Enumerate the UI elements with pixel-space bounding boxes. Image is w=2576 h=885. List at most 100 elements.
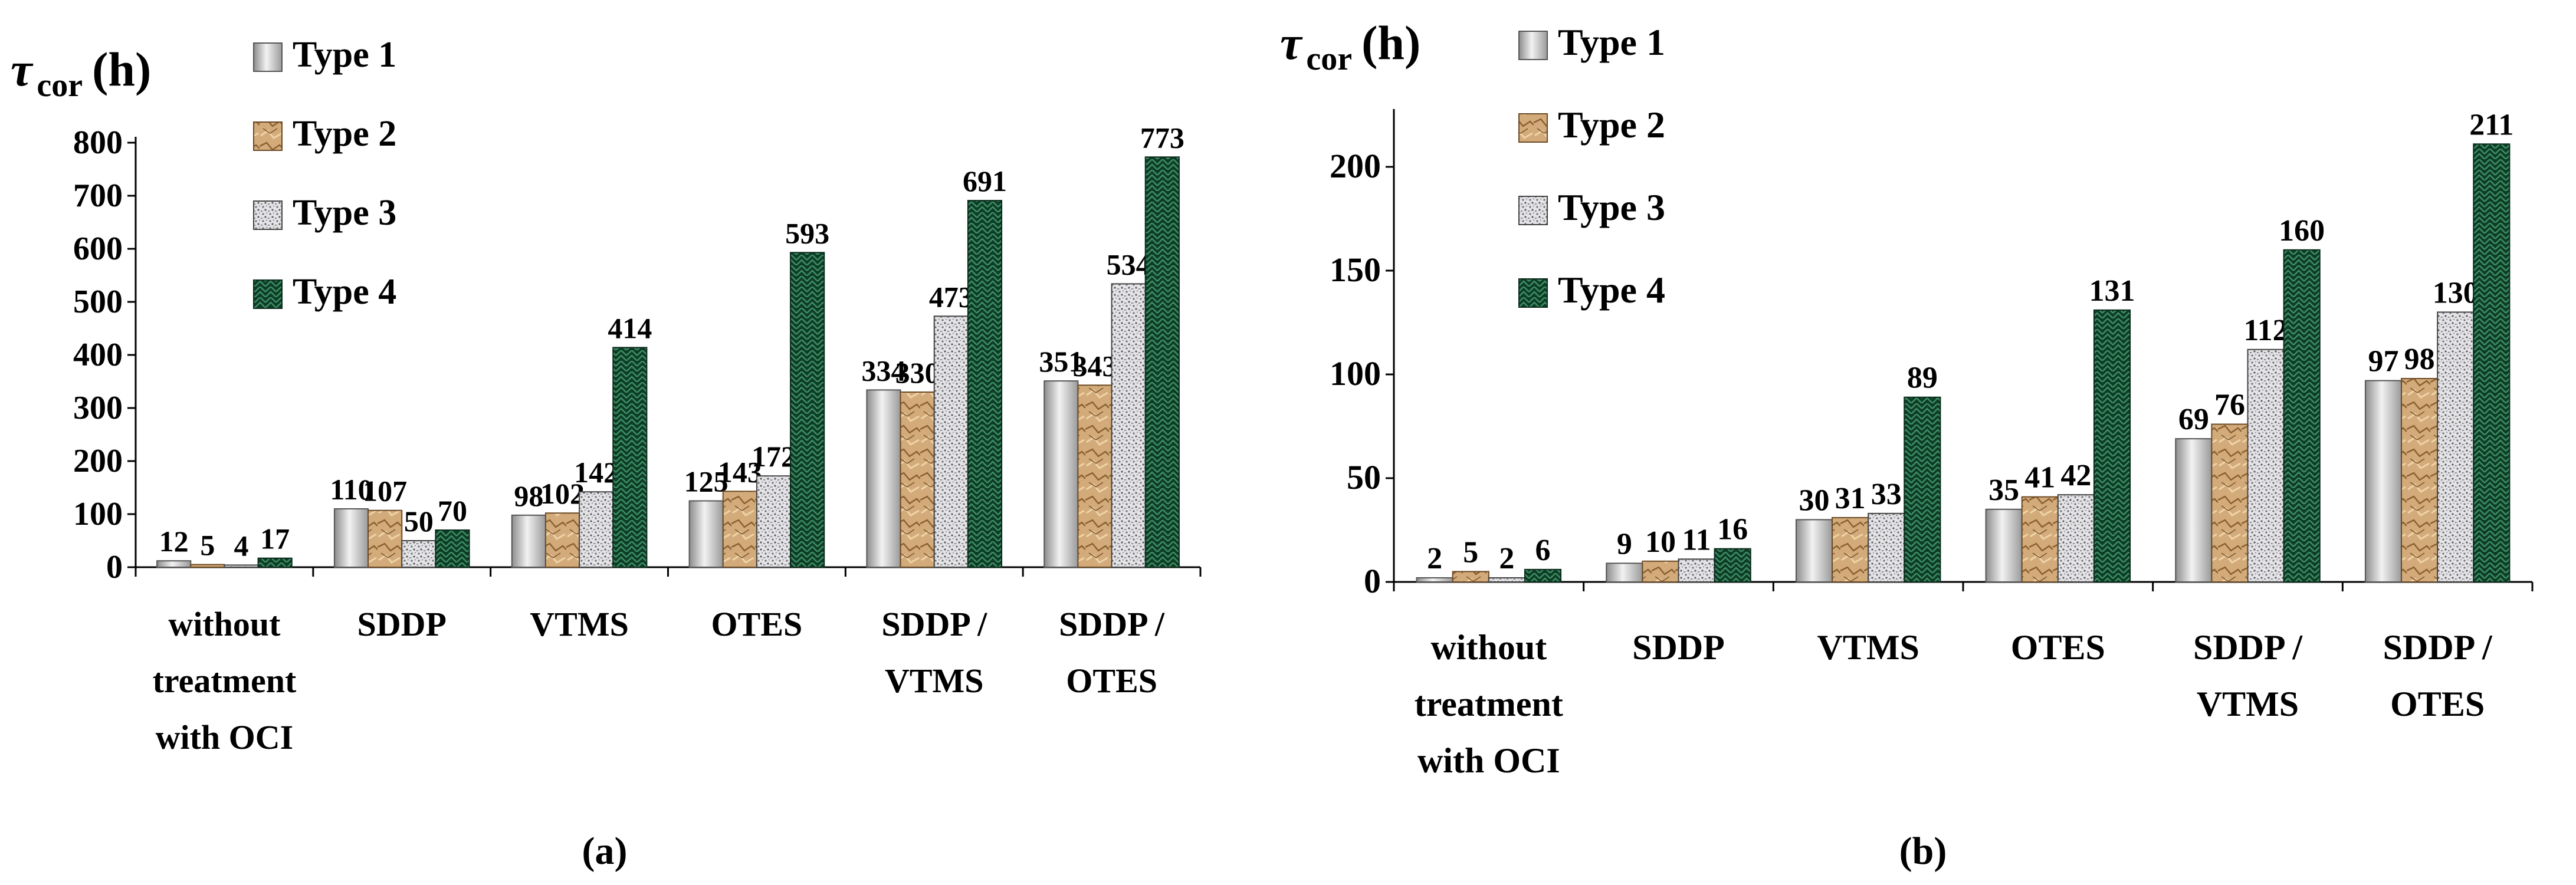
data-label: 110: [330, 473, 372, 506]
legend-label: Type 1: [1558, 21, 1665, 63]
bar-type-4: [790, 252, 825, 568]
data-label: 70: [438, 494, 467, 527]
bar-type-4: [967, 200, 1003, 568]
data-label: 414: [608, 311, 652, 344]
data-label: 172: [752, 440, 796, 473]
y-tick-label: 100: [1330, 354, 1381, 393]
data-label: 30: [1799, 483, 1829, 517]
x-tick-label: with OCI: [1417, 741, 1560, 780]
x-tick-label: VTMS: [1817, 628, 1919, 667]
bar-type-2: [544, 512, 580, 568]
legend-label: Type 3: [1558, 186, 1665, 228]
bar-type-4: [1524, 568, 1562, 583]
bar-type-4: [2283, 249, 2321, 583]
data-label: 11: [1682, 523, 1711, 557]
data-label: 107: [363, 475, 407, 508]
data-label: 5: [200, 529, 215, 562]
bar-type-3: [1678, 558, 1715, 583]
x-tick-label: without: [1430, 628, 1547, 667]
data-label: 16: [1717, 513, 1748, 547]
data-label: 5: [1463, 535, 1478, 569]
bar-type-1: [156, 560, 192, 568]
y-tick-label: 300: [73, 390, 123, 426]
x-tick-label: OTES: [2390, 685, 2485, 723]
bar-type-4: [435, 529, 470, 568]
y-axis-label-subscript: cor: [1306, 41, 1352, 77]
bar-type-4: [1904, 396, 1941, 583]
legend-label: Type 4: [293, 272, 396, 312]
legend-swatch: [253, 200, 283, 230]
x-tick-label: SDDP /: [881, 605, 987, 643]
data-label: 50: [404, 505, 434, 538]
bar-type-3: [933, 315, 969, 568]
legend-swatch: [253, 279, 283, 309]
bar-type-3: [224, 564, 259, 568]
legend-label: Type 2: [1558, 104, 1665, 146]
data-label: 2: [1427, 542, 1442, 575]
data-label: 130: [2433, 276, 2479, 310]
data-label: 534: [1107, 248, 1151, 281]
data-label: 89: [1907, 361, 1938, 395]
data-label: 10: [1645, 525, 1676, 559]
y-tick-label: 100: [73, 496, 123, 532]
legend-label: Type 3: [293, 193, 396, 233]
bar-type-1: [1795, 519, 1833, 583]
data-label: 35: [1988, 473, 2019, 507]
y-axis-label-symbol: τ: [11, 42, 34, 96]
data-label: 125: [684, 465, 729, 498]
chart-panel-a: 0 100 200 300 400 500 600 700 800 without treatmen…: [11, 35, 1202, 873]
x-tick-label: VTMS: [530, 605, 629, 643]
bar-type-2: [1832, 516, 1869, 583]
bar-type-3: [2437, 311, 2475, 583]
bar-type-3: [1111, 283, 1146, 568]
data-label: 6: [1535, 534, 1551, 567]
data-label: 12: [159, 525, 189, 558]
bar-type-1: [1606, 562, 1643, 583]
data-label: 42: [2060, 459, 2091, 492]
bar-type-3: [1868, 512, 1905, 583]
legend-label: Type 2: [293, 114, 396, 154]
bar-type-4: [2093, 309, 2131, 583]
y-axis-label-unit: (h): [1361, 16, 1420, 70]
bar-type-1: [1985, 508, 2023, 583]
bar-type-1: [1043, 380, 1079, 568]
y-axis-label-subscript: cor: [37, 67, 83, 104]
bar-type-2: [2021, 496, 2059, 583]
data-label: 330: [895, 356, 940, 389]
y-tick-label: 200: [1330, 147, 1381, 185]
x-tick-label: treatment: [1415, 685, 1563, 723]
x-tick-label: SDDP /: [2383, 628, 2493, 667]
x-tick-label: SDDP /: [2193, 628, 2303, 667]
bar-type-1: [511, 514, 546, 568]
bar-type-4: [1144, 156, 1180, 568]
bar-type-3: [2247, 348, 2285, 583]
data-label: 351: [1039, 345, 1083, 378]
x-tick-label: VTMS: [2197, 685, 2299, 723]
y-tick-label: 200: [73, 443, 123, 479]
x-tick-label: with OCI: [156, 718, 294, 756]
data-label: 691: [963, 165, 1007, 198]
panel-label: (b): [1899, 830, 1947, 873]
bar-type-3: [1488, 577, 1525, 583]
data-label: 160: [2279, 214, 2325, 248]
bar-type-3: [579, 491, 614, 568]
bar-type-2: [190, 564, 225, 568]
bar-type-3: [401, 540, 437, 568]
y-tick-label: 400: [73, 337, 123, 373]
data-label: 41: [2024, 461, 2055, 495]
y-tick-label: 600: [73, 231, 123, 267]
y-axis-label-unit: (h): [92, 42, 151, 96]
bar-type-2: [722, 491, 757, 568]
legend-swatch: [1518, 31, 1548, 60]
bar-type-2: [1642, 560, 1679, 583]
y-tick-label: 500: [73, 284, 123, 320]
legend-label: Type 4: [1558, 269, 1665, 311]
x-tick-label: SDDP: [357, 605, 447, 643]
x-tick-label: VTMS: [885, 662, 984, 700]
bar-type-4: [2473, 143, 2511, 583]
bar-type-4: [257, 557, 293, 568]
data-label: 31: [1835, 482, 1866, 515]
data-label: 33: [1871, 478, 1902, 511]
data-label: 334: [862, 354, 906, 387]
